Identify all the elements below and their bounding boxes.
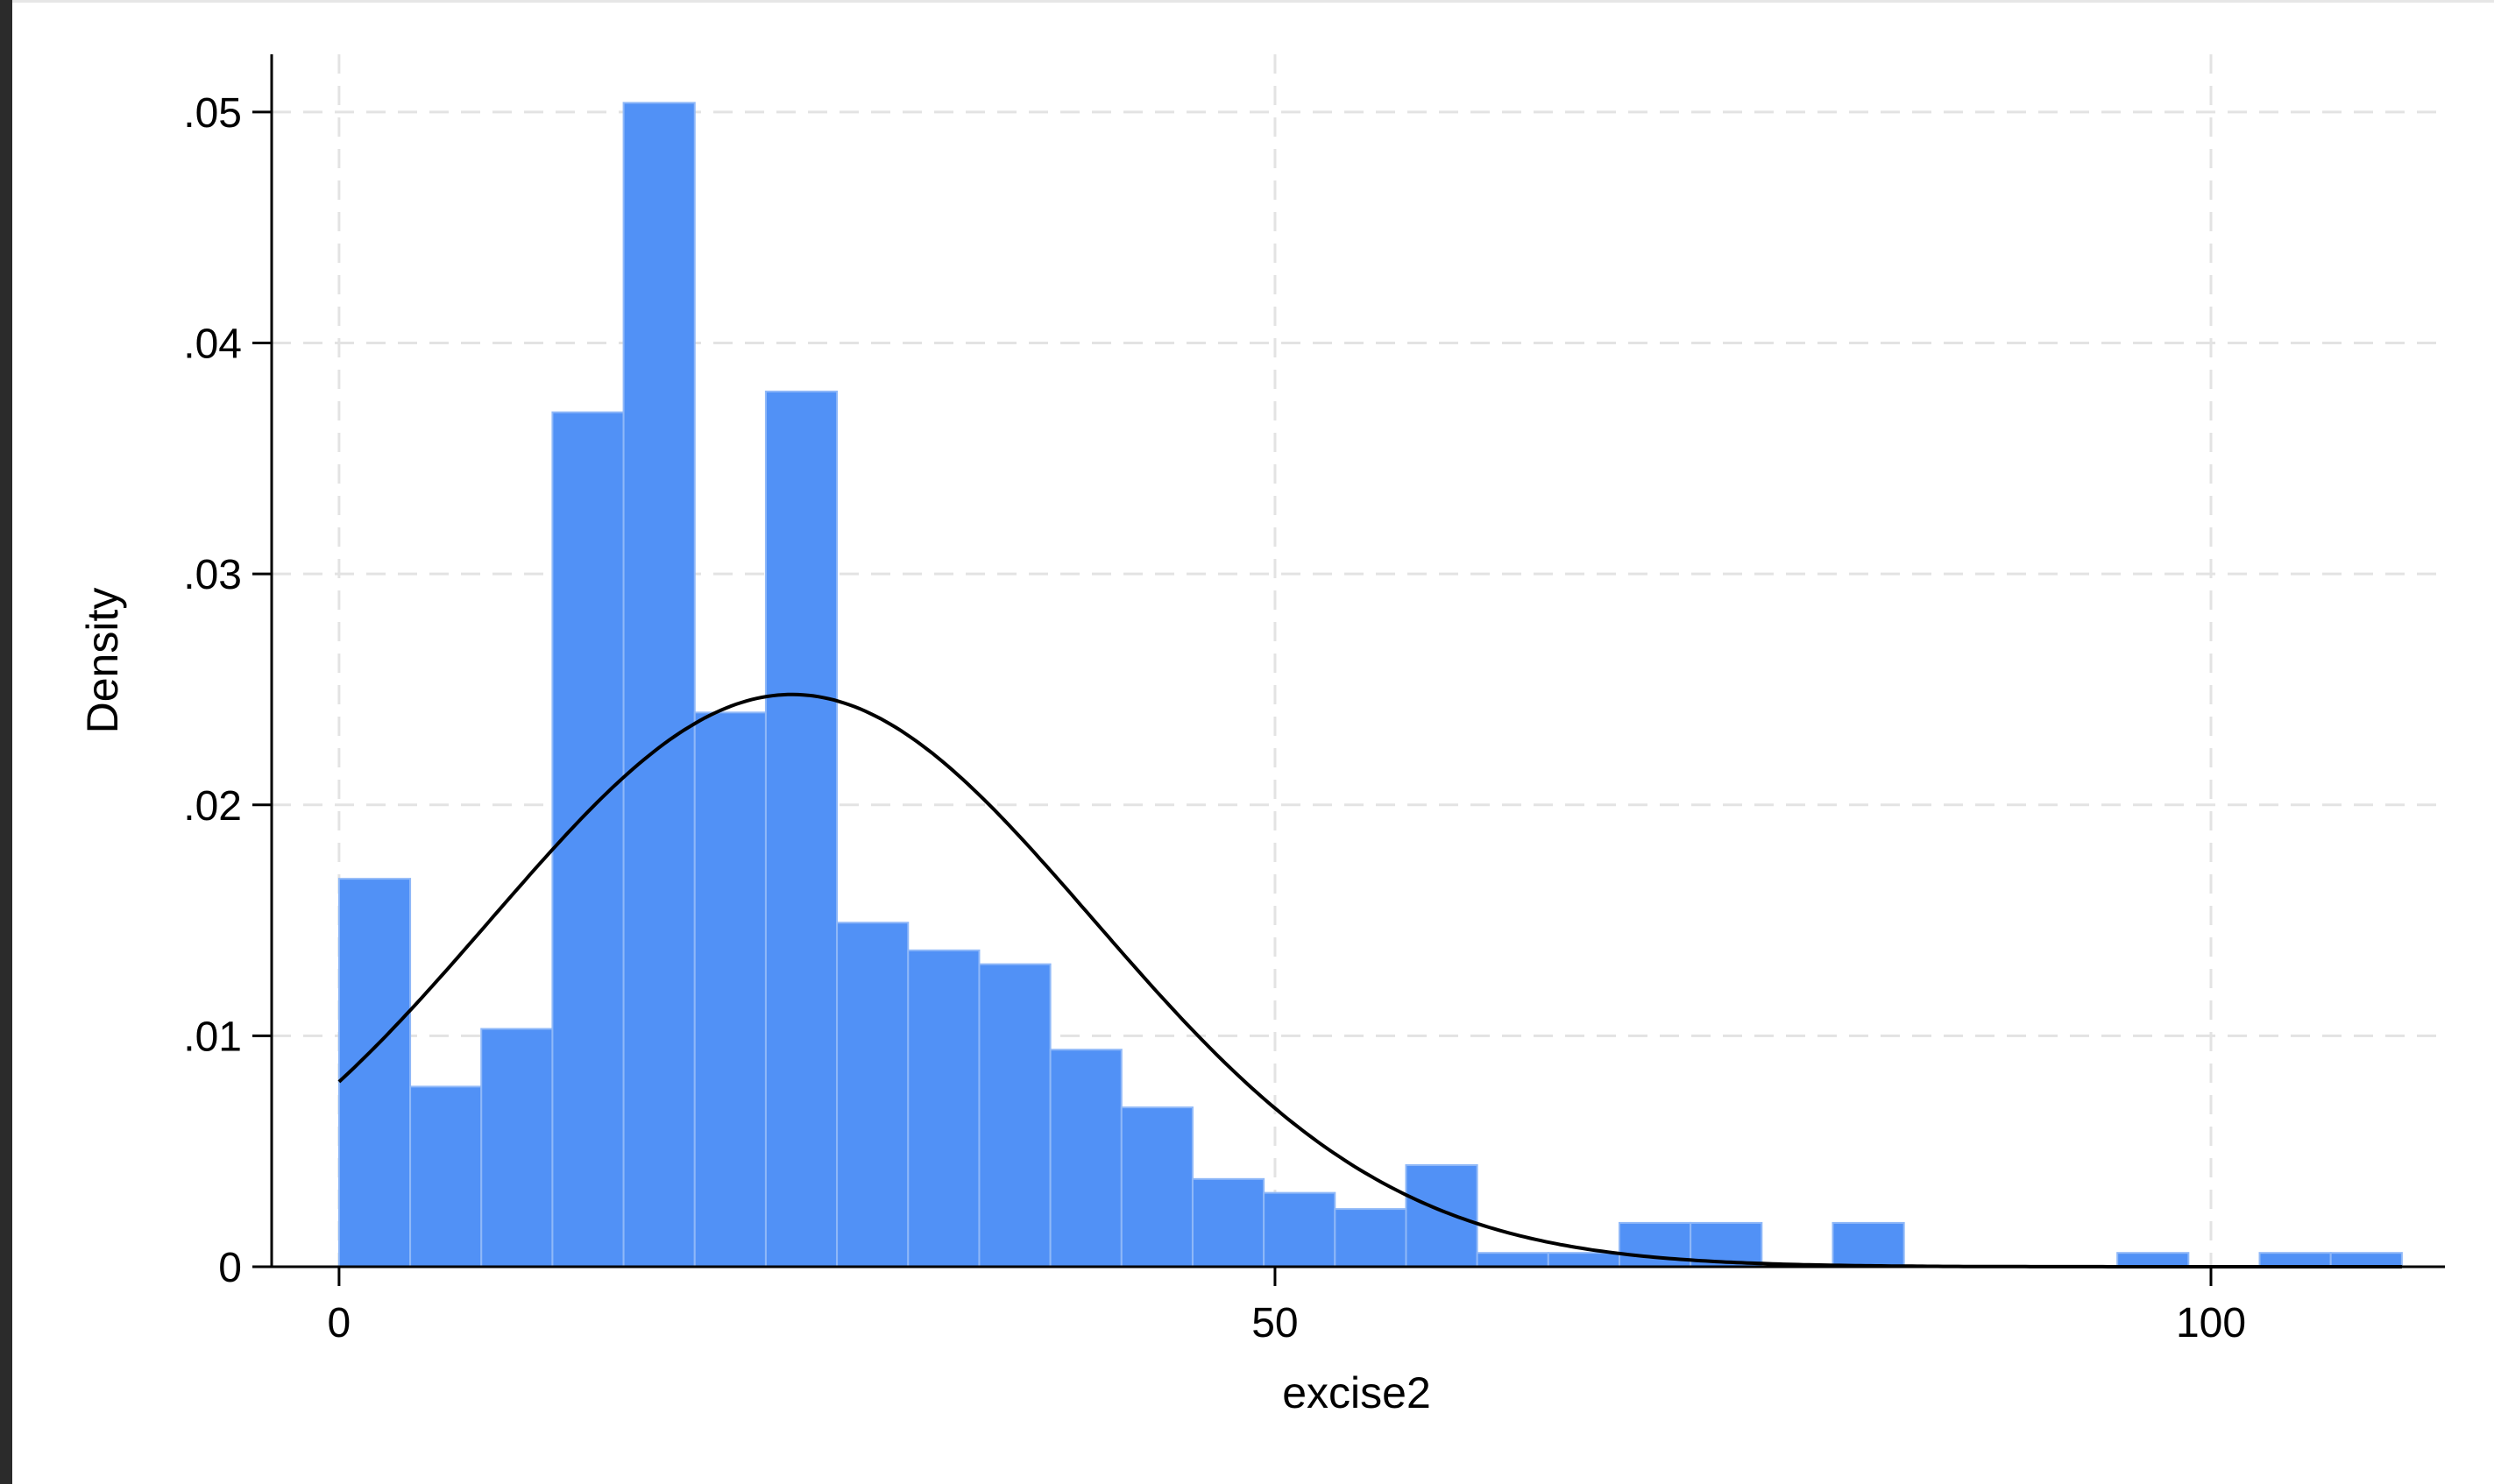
histogram-bar-0: [337, 878, 412, 1268]
x-tick-label-2: 100: [2176, 1300, 2246, 1346]
y-tick-label-0: 0: [218, 1245, 242, 1291]
x-axis-ticks: 0 50 100: [328, 1267, 2246, 1346]
x-axis-title: excise2: [1282, 1368, 1431, 1417]
histogram-bars: [337, 102, 2403, 1268]
histogram-bar-2: [480, 1028, 554, 1268]
histogram-bar-6: [764, 390, 839, 1268]
histogram-bar-14: [1334, 1208, 1407, 1268]
y-tick-label-4: .04: [183, 322, 242, 368]
histogram-bar-3: [551, 411, 625, 1268]
y-tick-label-3: .03: [183, 552, 242, 598]
x-tick-label-0: 0: [328, 1300, 351, 1346]
histogram-bar-13: [1263, 1191, 1336, 1268]
histogram-bar-5: [693, 711, 767, 1268]
histogram-bar-7: [836, 922, 910, 1268]
histogram-bar-21: [1832, 1221, 1905, 1268]
histogram-bar-9: [978, 963, 1052, 1268]
histogram-bar-11: [1120, 1106, 1194, 1268]
histogram-bar-15: [1405, 1164, 1478, 1268]
histogram-bar-16: [1476, 1252, 1549, 1268]
histogram-bar-17: [1547, 1252, 1620, 1268]
histogram-bar-4: [622, 102, 696, 1268]
histogram-bar-12: [1191, 1177, 1265, 1268]
y-axis-ticks: 0 .01 .02 .03 .04 .05: [183, 90, 272, 1291]
histogram-bar-25: [2116, 1252, 2190, 1268]
y-tick-label-2: .02: [183, 783, 242, 830]
window-top-edge: [0, 0, 2494, 3]
x-tick-label-1: 50: [1251, 1300, 1298, 1346]
histogram-bar-10: [1049, 1049, 1123, 1268]
histogram-bar-27: [2258, 1252, 2332, 1268]
histogram-bar-28: [2329, 1252, 2403, 1268]
histogram-bar-1: [409, 1085, 483, 1268]
histogram-bar-8: [907, 949, 981, 1268]
y-tick-label-1: .01: [183, 1014, 242, 1060]
y-tick-label-5: .05: [183, 90, 242, 137]
y-axis-title: Density: [78, 588, 127, 734]
window-left-edge: [0, 0, 12, 1484]
